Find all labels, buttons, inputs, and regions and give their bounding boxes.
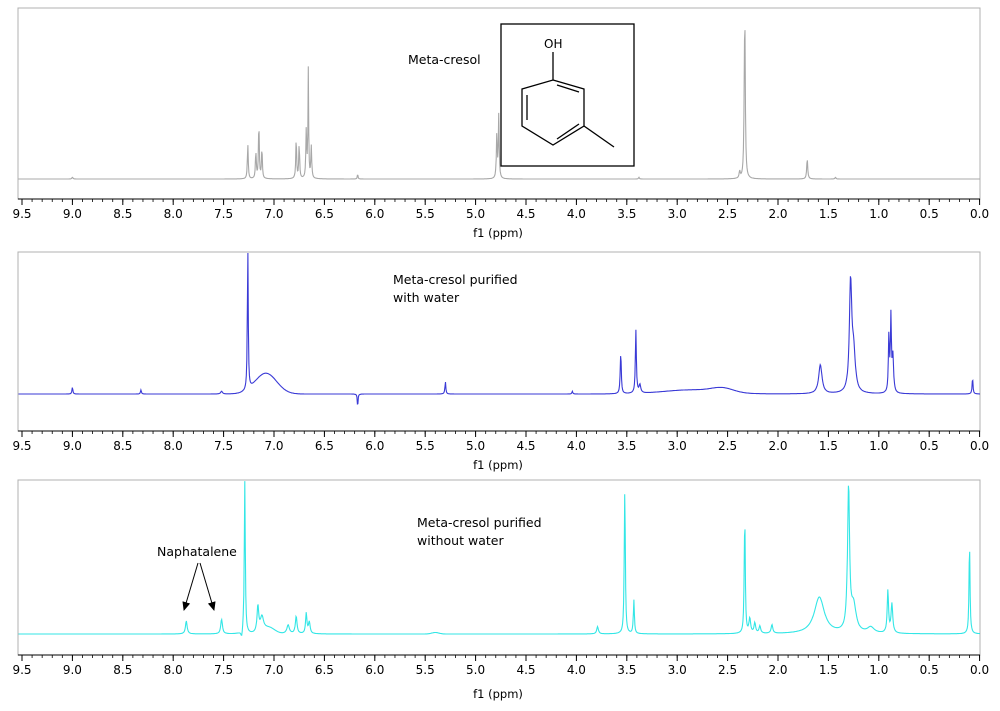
x-tick-label: 0.5 (920, 207, 939, 221)
x-tick-label: 2.5 (718, 439, 737, 453)
x-tick-label: 3.0 (668, 439, 687, 453)
spectrum-line (18, 252, 980, 405)
x-tick-label: 4.0 (567, 207, 586, 221)
x-axis-label: f1 (ppm) (473, 458, 523, 472)
x-tick-label: 5.0 (466, 207, 485, 221)
x-tick-label: 0.0 (970, 439, 989, 453)
x-tick-label: 0.0 (970, 663, 989, 677)
panel-annotation-line2: without water (417, 533, 504, 548)
naphthalene-callout-label: Naphatalene (157, 544, 237, 559)
x-tick-label: 7.5 (214, 439, 233, 453)
x-tick-label: 1.5 (819, 663, 838, 677)
x-tick-label: 0.5 (920, 439, 939, 453)
panel-annotation-line1: Meta-cresol purified (417, 515, 542, 530)
x-tick-label: 9.5 (12, 663, 31, 677)
x-tick-label: 4.0 (567, 663, 586, 677)
spectrum-panel-purified-without-water: 9.5 9.0 8.5 8.0 7.5 7.0 6.5 6.0 5.5 5.0 4.5 4.0 3.5 3… (12, 479, 989, 701)
oh-label: OH (544, 37, 562, 51)
x-tick-label: 2.0 (768, 439, 787, 453)
x-axis-ticks: 9.5 9.0 8.5 8.0 7.5 7.0 6.5 6.0 5.5 5.0 4.5 4.0 3.5 3… (12, 654, 989, 677)
x-tick-label: 8.5 (113, 663, 132, 677)
x-tick-label: 9.0 (63, 207, 82, 221)
x-tick-label: 5.5 (416, 439, 435, 453)
x-tick-label: 9.0 (63, 663, 82, 677)
x-tick-label: 4.5 (516, 663, 535, 677)
benzene-ring (521, 79, 585, 146)
x-tick-label: 6.5 (315, 207, 334, 221)
spectrum-trace-group (18, 30, 980, 180)
x-tick-label: 3.5 (617, 439, 636, 453)
x-tick-label: 3.5 (617, 663, 636, 677)
structure-box (500, 23, 635, 167)
x-tick-label: 2.5 (718, 663, 737, 677)
spectrum-line (18, 30, 980, 180)
x-tick-label: 9.5 (12, 439, 31, 453)
x-tick-label: 7.0 (264, 663, 283, 677)
x-axis-label: f1 (ppm) (473, 226, 523, 240)
x-tick-label: 5.5 (416, 207, 435, 221)
x-tick-label: 5.0 (466, 439, 485, 453)
naphthalene-arrow-2 (199, 562, 216, 611)
x-tick-label: 8.0 (164, 207, 183, 221)
methyl-bond (583, 125, 615, 148)
naphthalene-arrow-1 (182, 562, 199, 611)
x-tick-label: 0.5 (920, 663, 939, 677)
x-tick-label: 0.0 (970, 207, 989, 221)
x-axis-label: f1 (ppm) (473, 687, 523, 701)
ring-double-bond (556, 123, 580, 140)
spectrum-panel-meta-cresol: 9.5 9.0 8.5 8.0 7.5 7.0 6.5 6.0 5.5 5.0 4.5 4.0 3.5 3… (12, 7, 989, 240)
meta-cresol-structure-inset: OH (500, 23, 635, 167)
x-tick-label: 4.5 (516, 207, 535, 221)
x-tick-label: 8.0 (164, 663, 183, 677)
x-tick-label: 7.5 (214, 663, 233, 677)
x-axis-ticks: 9.5 9.0 8.5 8.0 7.5 7.0 6.5 6.0 5.5 5.0 4.5 4.0 3.5 3… (12, 198, 989, 221)
x-tick-label: 8.5 (113, 439, 132, 453)
x-tick-label: 1.0 (869, 439, 888, 453)
spectrum-trace-group (18, 481, 980, 636)
x-tick-label: 9.0 (63, 439, 82, 453)
x-tick-label: 9.5 (12, 207, 31, 221)
x-tick-label: 4.0 (567, 439, 586, 453)
spectrum-line (18, 481, 980, 636)
panel-annotation-line1: Meta-cresol purified (393, 272, 518, 287)
x-tick-label: 5.5 (416, 663, 435, 677)
x-tick-label: 1.5 (819, 439, 838, 453)
x-tick-label: 3.0 (668, 207, 687, 221)
x-tick-label: 7.0 (264, 207, 283, 221)
x-tick-label: 5.0 (466, 663, 485, 677)
plot-frame (17, 7, 981, 200)
x-tick-label: 2.5 (718, 207, 737, 221)
x-tick-label: 1.0 (869, 663, 888, 677)
x-tick-label: 1.0 (869, 207, 888, 221)
panel-annotation: Meta-cresol (408, 52, 481, 67)
plot-frame (17, 479, 981, 656)
x-tick-label: 3.5 (617, 207, 636, 221)
x-tick-label: 8.5 (113, 207, 132, 221)
x-tick-label: 3.0 (668, 663, 687, 677)
x-axis-ticks: 9.5 9.0 8.5 8.0 7.5 7.0 6.5 6.0 5.5 5.0 4.5 4.0 3.5 3… (12, 430, 989, 453)
x-tick-label: 7.0 (264, 439, 283, 453)
spectrum-panel-purified-with-water: 9.5 9.0 8.5 8.0 7.5 7.0 6.5 6.0 5.5 5.0 4.5 4.0 3.5 3… (12, 251, 989, 472)
x-tick-label: 7.5 (214, 207, 233, 221)
x-tick-label: 6.0 (365, 663, 384, 677)
x-tick-label: 4.5 (516, 439, 535, 453)
x-tick-label: 1.5 (819, 207, 838, 221)
x-tick-label: 2.0 (768, 207, 787, 221)
spectrum-trace-group (18, 252, 980, 405)
panel-annotation-line2: with water (393, 290, 460, 305)
x-tick-label: 6.5 (315, 663, 334, 677)
x-tick-label: 6.0 (365, 207, 384, 221)
ring-double-bond (556, 84, 580, 93)
x-tick-label: 2.0 (768, 663, 787, 677)
x-tick-label: 8.0 (164, 439, 183, 453)
x-tick-label: 6.5 (315, 439, 334, 453)
x-tick-label: 6.0 (365, 439, 384, 453)
